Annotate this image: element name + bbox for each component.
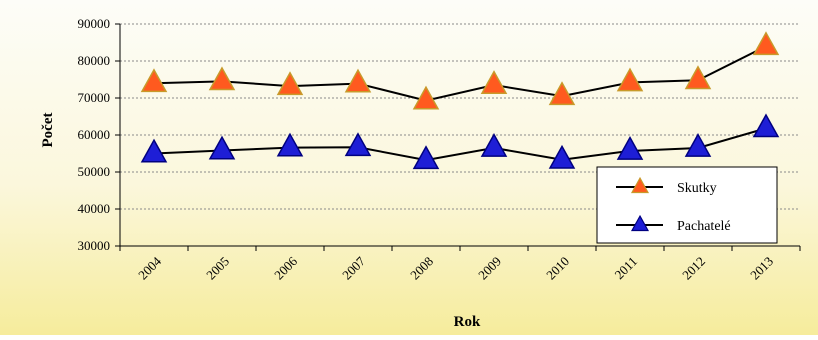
y-tick-label-40000: 40000: [78, 201, 111, 216]
x-tick-label-2005: 2005: [203, 254, 232, 283]
data-point-skutky-2009: [480, 70, 508, 95]
x-tick-label-2006: 2006: [271, 253, 300, 282]
legend-label-skutky: Skutky: [677, 181, 717, 196]
data-point-skutky-2012: [684, 65, 712, 90]
data-point-pachatel--2009: [480, 133, 508, 157]
y-tick-label-90000: 90000: [78, 16, 111, 31]
data-point-pachatel--2007: [344, 132, 372, 157]
x-tick-label-2008: 2008: [407, 254, 436, 283]
data-point-pachatel--2008: [412, 145, 440, 170]
legend-marker-skutky: [630, 176, 650, 194]
data-point-skutky-2005: [208, 66, 236, 91]
x-tick-label-2009: 2009: [475, 254, 504, 283]
data-point-pachatel--2011: [616, 135, 644, 160]
legend: Skutky Pachatelé: [596, 166, 778, 244]
legend-box: [596, 166, 778, 244]
data-point-pachatel--2010: [548, 144, 576, 169]
data-point-skutky-2010: [548, 81, 576, 106]
x-tick-label-2011: 2011: [611, 254, 640, 283]
axes: [115, 23, 801, 251]
y-tick-label-80000: 80000: [78, 53, 111, 68]
y-tick-label-70000: 70000: [78, 90, 111, 105]
legend-marker-pachatele: [630, 214, 650, 232]
x-tick-label-2007: 2007: [339, 253, 368, 282]
data-point-skutky-2013: [752, 31, 780, 56]
data-point-skutky-2008: [412, 85, 440, 110]
y-tick-label-60000: 60000: [78, 127, 111, 142]
y-tick-label-50000: 50000: [78, 164, 111, 179]
gridlines: [120, 23, 800, 210]
legend-entry-skutky: Skutky: [616, 176, 717, 196]
data-point-pachatel--2004: [140, 138, 168, 163]
y-tick-labels: 30000 40000 50000 60000 70000 80000 90000: [78, 16, 111, 253]
legend-label-pachatele: Pachatelé: [677, 219, 731, 234]
data-point-pachatel--2006: [276, 132, 304, 157]
data-point-pachatel--2012: [684, 133, 712, 157]
data-point-pachatel--2013: [752, 113, 780, 138]
x-tick-label-2013: 2013: [747, 254, 776, 283]
x-axis-title: Rok: [454, 314, 481, 330]
x-tick-label-2004: 2004: [135, 253, 164, 282]
legend-entry-pachatele: Pachatelé: [616, 214, 731, 234]
x-tick-label-2010: 2010: [543, 254, 572, 283]
data-point-skutky-2007: [344, 68, 372, 93]
data-point-skutky-2011: [616, 67, 644, 92]
x-tick-labels: 2004 2005 2006 2007 2008 2009 2010 2011 2012 2013: [135, 253, 776, 282]
series-line-skutky: [153, 45, 767, 102]
data-point-skutky-2004: [140, 68, 168, 93]
x-tick-label-2012: 2012: [679, 254, 708, 283]
series-line-pachatel-: [153, 127, 767, 162]
series-group: [140, 31, 780, 170]
data-point-skutky-2006: [276, 71, 304, 96]
data-point-pachatel--2005: [208, 135, 236, 160]
y-axis-title: Počet: [40, 113, 56, 148]
y-tick-label-30000: 30000: [78, 238, 111, 253]
